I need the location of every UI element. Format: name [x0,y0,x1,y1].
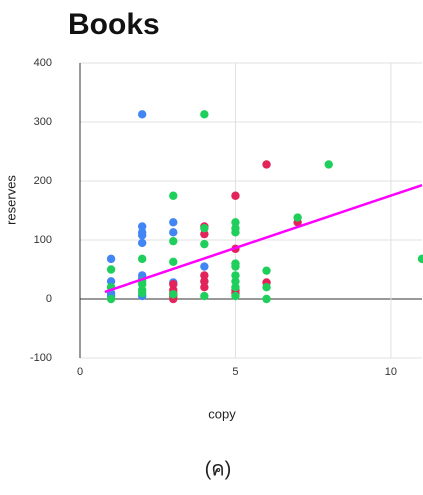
point [106,294,116,304]
point [137,231,147,240]
point [231,291,240,301]
y-tick-label: 400 [34,57,52,69]
point [231,271,240,280]
point [231,277,240,286]
point [106,265,116,274]
point [137,254,147,264]
point [262,283,271,292]
point [200,271,209,280]
y-tick-label: 0 [46,293,52,305]
point [417,254,423,264]
trend-line [104,183,423,294]
chart-title: Books [68,8,160,41]
y-tick-label: 200 [34,175,52,187]
point [231,283,240,292]
point [137,238,147,248]
caption: (ค) [205,458,232,480]
point [106,277,116,286]
point [137,280,147,289]
point [137,110,147,119]
point [200,262,209,271]
point [293,213,302,222]
y-tick-label: 300 [34,116,52,128]
point [200,229,209,239]
y-tick-label: -100 [30,352,52,364]
x-axis-label: copy [208,406,236,421]
point [169,218,178,227]
point [200,239,209,249]
point [231,262,240,271]
x-tick-label: 0 [77,366,83,378]
point [200,110,209,119]
point [231,228,240,237]
point [231,191,240,200]
point [200,277,209,286]
point [262,160,271,169]
y-tick-label: 100 [34,234,52,246]
point [324,160,333,169]
point [137,288,147,298]
x-tick-label: 5 [232,366,238,378]
point [262,294,271,304]
point [169,228,178,237]
x-tick-label: 10 [385,366,397,378]
point [200,283,209,292]
y-axis-label: reserves [3,175,18,225]
point [200,224,209,233]
point [231,218,240,227]
point [169,191,178,200]
point [106,254,116,264]
point [169,290,178,299]
point [169,257,178,267]
point [200,291,209,301]
point [169,236,178,246]
point [137,222,147,231]
point [262,266,271,275]
point [169,280,178,289]
